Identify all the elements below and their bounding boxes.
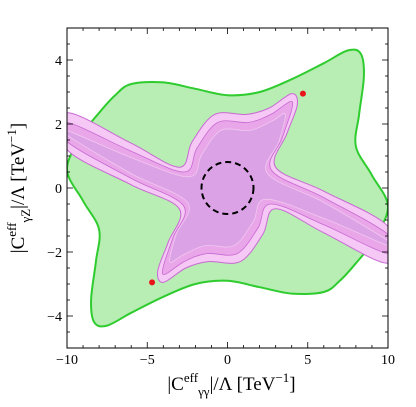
pink-inner-region bbox=[67, 113, 388, 263]
dashed-circle bbox=[200, 161, 255, 215]
y-tick-label: −4 bbox=[47, 310, 62, 325]
red-point-1 bbox=[299, 90, 306, 97]
x-axis-label: |Ceffγγ|/Λ [TeV−1] bbox=[167, 370, 295, 399]
y-axis-label: |CeffγZ|/Λ [TeV−1] bbox=[4, 123, 33, 253]
y-tick-label: 2 bbox=[55, 118, 62, 133]
x-tick-label: 10 bbox=[381, 353, 395, 368]
x-tick-label: 5 bbox=[304, 353, 311, 368]
x-tick-label: −10 bbox=[56, 353, 78, 368]
tick-labels-layer: −10 −5 0 5 10 −4 −2 0 2 4 bbox=[47, 54, 395, 368]
x-tick-label: −5 bbox=[140, 353, 155, 368]
regions-layer bbox=[67, 48, 388, 328]
points-layer bbox=[149, 90, 306, 286]
y-tick-label: 0 bbox=[55, 182, 62, 197]
y-tick-label: −2 bbox=[47, 246, 62, 261]
y-tick-label: 4 bbox=[55, 54, 62, 69]
ticks-layer bbox=[66, 27, 389, 349]
x-tick-label: 0 bbox=[224, 353, 231, 368]
red-point-2 bbox=[149, 279, 156, 286]
